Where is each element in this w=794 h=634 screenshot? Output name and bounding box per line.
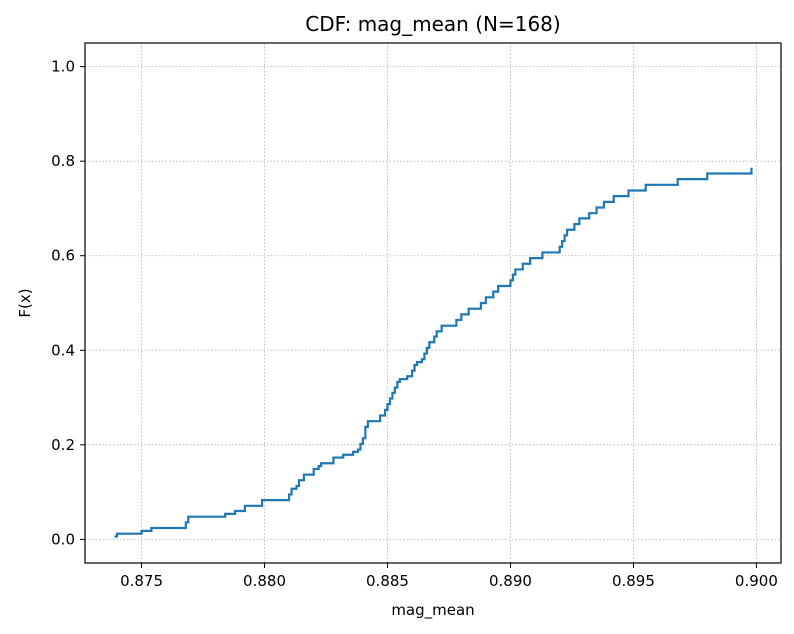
y-tick-label: 0.0 (51, 530, 75, 548)
y-tick-label: 0.6 (51, 247, 75, 265)
y-tick-label: 0.8 (51, 152, 75, 170)
y-tick-label: 1.0 (51, 58, 75, 76)
x-tick-label: 0.895 (612, 572, 655, 590)
cdf-step-line (114, 167, 753, 538)
x-axis-ticks: 0.875 0.880 0.885 0.890 0.895 0.900 (120, 563, 778, 590)
y-axis-ticks: 0.0 0.2 0.4 0.6 0.8 1.0 (51, 58, 85, 548)
y-axis-label: F(x) (16, 288, 34, 317)
chart-title: CDF: mag_mean (N=168) (305, 12, 560, 36)
grid-lines-x (141, 43, 757, 563)
grid-lines-y (85, 66, 781, 540)
x-tick-label: 0.880 (243, 572, 286, 590)
plot-frame (84, 42, 782, 564)
x-tick-label: 0.885 (366, 572, 409, 590)
y-tick-label: 0.2 (51, 436, 75, 454)
x-tick-label: 0.900 (735, 572, 778, 590)
x-axis-label: mag_mean (391, 601, 474, 620)
plot-area (85, 43, 781, 563)
x-tick-label: 0.890 (489, 572, 532, 590)
y-tick-label: 0.4 (51, 341, 75, 359)
x-tick-label: 0.875 (120, 572, 163, 590)
